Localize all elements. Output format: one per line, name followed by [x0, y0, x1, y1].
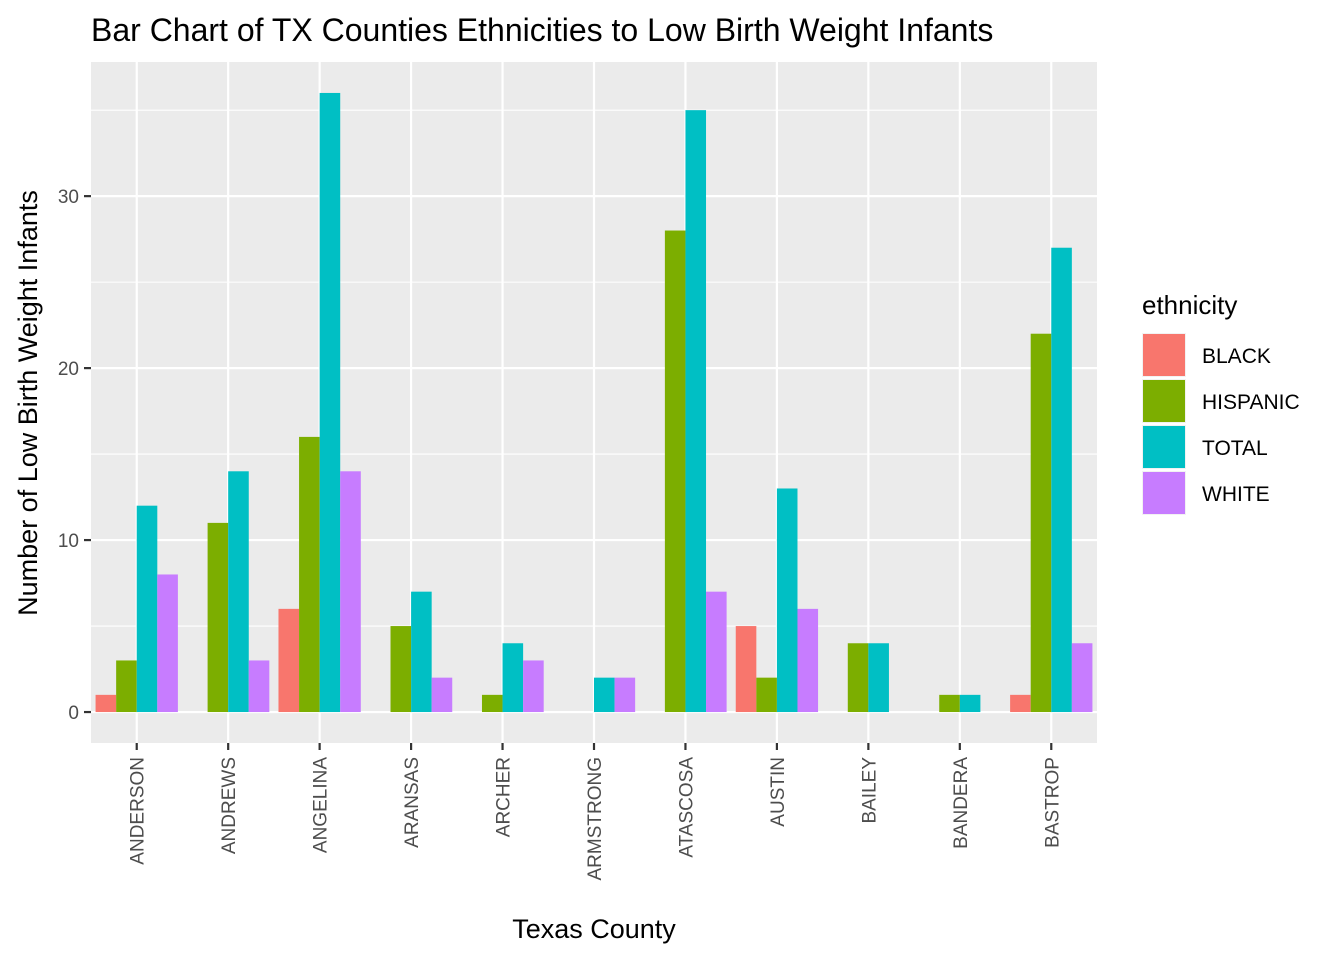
- x-tick-label: BANDERA: [951, 757, 972, 849]
- bar-white-aransas: [431, 677, 453, 713]
- y-axis-title: Number of Low Birth Weight Infants: [13, 190, 43, 616]
- bar-white-andrews: [248, 660, 270, 713]
- bar-hispanic-angelina: [299, 436, 320, 713]
- bar-hispanic-andrews: [207, 522, 229, 713]
- bar-total-aransas: [411, 591, 432, 713]
- x-tick-label: BAILEY: [859, 757, 880, 824]
- bar-hispanic-atascosa: [664, 230, 686, 713]
- bar-white-angelina: [340, 471, 361, 713]
- bar-total-bandera: [959, 694, 981, 713]
- legend-label-hispanic: HISPANIC: [1202, 391, 1300, 414]
- x-tick-label: ATASCOSA: [676, 757, 697, 858]
- bar-black-bastrop: [1010, 694, 1031, 713]
- bar-total-bastrop: [1051, 247, 1072, 713]
- bar-hispanic-anderson: [116, 660, 137, 713]
- x-tick-label: BASTROP: [1042, 757, 1063, 848]
- y-axis: 0 10 20 30: [58, 187, 91, 724]
- legend-label-white: WHITE: [1202, 483, 1270, 506]
- x-tick-label: ANDERSON: [128, 757, 149, 865]
- y-tick-label: 10: [58, 531, 79, 552]
- x-tick-label: ARCHER: [494, 757, 515, 837]
- bar-total-atascosa: [685, 110, 707, 713]
- bar-white-archer: [523, 660, 544, 713]
- bar-total-armstrong: [594, 677, 615, 713]
- bar-white-bastrop: [1071, 643, 1093, 713]
- bar-black-anderson: [95, 694, 117, 713]
- legend-label-total: TOTAL: [1202, 437, 1268, 460]
- chart-title: Bar Chart of TX Counties Ethnicities to …: [91, 12, 993, 48]
- bar-white-anderson: [157, 574, 178, 713]
- legend-key-total: [1143, 426, 1185, 468]
- bar-total-austin: [776, 488, 798, 713]
- bars: [95, 92, 1093, 713]
- y-tick-label: 20: [58, 359, 79, 380]
- bar-total-angelina: [319, 92, 341, 713]
- legend-title: ethnicity: [1142, 290, 1237, 320]
- bar-black-angelina: [278, 608, 300, 713]
- x-tick-label: ANDREWS: [219, 757, 240, 854]
- x-tick-label: ARMSTRONG: [585, 757, 606, 881]
- bar-white-armstrong: [614, 677, 636, 713]
- bar-hispanic-bastrop: [1030, 333, 1052, 713]
- bar-white-austin: [797, 608, 819, 713]
- bar-total-andrews: [228, 471, 249, 713]
- y-tick-label: 0: [68, 703, 79, 724]
- bar-total-bailey: [868, 643, 889, 713]
- bar-black-austin: [735, 626, 757, 713]
- legend-label-black: BLACK: [1202, 345, 1271, 368]
- x-axis-title: Texas County: [512, 914, 676, 944]
- bar-total-anderson: [136, 505, 158, 713]
- bar-white-atascosa: [706, 591, 727, 713]
- x-axis: ANDERSON ANDREWS ANGELINA ARANSAS ARCHER ARMS…: [128, 743, 1063, 881]
- x-tick-label: ANGELINA: [311, 757, 332, 853]
- legend-key-hispanic: [1143, 380, 1185, 422]
- y-tick-label: 30: [58, 187, 79, 208]
- bar-hispanic-archer: [481, 694, 503, 713]
- x-tick-label: ARANSAS: [402, 757, 423, 848]
- bar-total-archer: [502, 643, 524, 713]
- legend-key-black: [1143, 334, 1185, 376]
- x-tick-label: AUSTIN: [768, 757, 789, 827]
- bar-hispanic-aransas: [390, 626, 412, 713]
- bar-hispanic-bandera: [939, 694, 960, 713]
- bar-hispanic-bailey: [847, 643, 869, 713]
- legend: ethnicity BLACK HISPANIC TOTAL WHITE: [1142, 290, 1300, 515]
- bar-hispanic-austin: [756, 677, 777, 713]
- legend-key-white: [1143, 472, 1185, 514]
